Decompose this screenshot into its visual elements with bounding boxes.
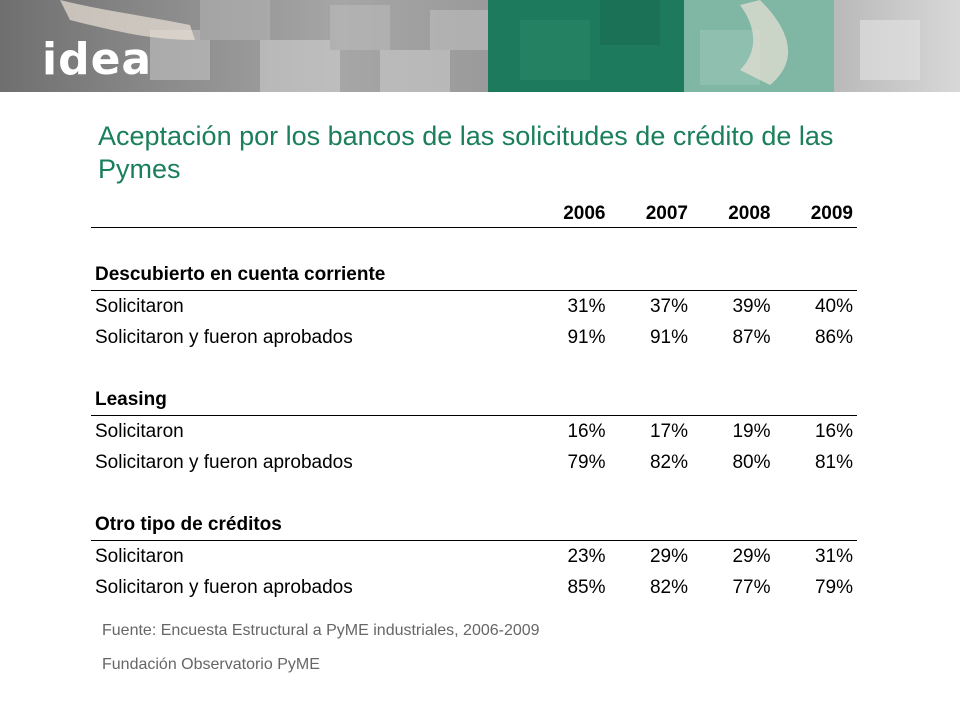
spacer-row bbox=[91, 228, 857, 260]
value-cell: 86% bbox=[814, 326, 853, 348]
value-cell: 37% bbox=[649, 295, 688, 317]
header-label-cell bbox=[91, 200, 527, 228]
spacer-row bbox=[91, 353, 857, 384]
value-cell: 19% bbox=[732, 420, 771, 442]
value-cell: 80% bbox=[732, 451, 771, 473]
row-label: Solicitaron bbox=[95, 420, 184, 442]
spacer-row bbox=[91, 478, 857, 509]
value-cell: 82% bbox=[649, 451, 688, 473]
value-cell: 91% bbox=[649, 326, 688, 348]
value-cell: 91% bbox=[567, 326, 606, 348]
value-cell: 17% bbox=[649, 420, 688, 442]
year-header: 2009 bbox=[774, 200, 857, 228]
table-row: Solicitaron y fueron aprobados 91% 91% 8… bbox=[91, 322, 857, 353]
year-header: 2008 bbox=[691, 200, 775, 228]
value-cell: 29% bbox=[649, 545, 688, 567]
section-title: Descubierto en cuenta corriente bbox=[91, 259, 857, 291]
row-label: Solicitaron bbox=[95, 545, 184, 567]
row-label: Solicitaron y fueron aprobados bbox=[95, 576, 353, 598]
value-cell: 79% bbox=[814, 576, 853, 598]
row-label: Solicitaron y fueron aprobados bbox=[95, 326, 353, 348]
idea-logo: idea bbox=[42, 34, 153, 85]
value-cell: 31% bbox=[567, 295, 606, 317]
value-cell: 16% bbox=[814, 420, 853, 442]
banner-cubes-graphic bbox=[60, 0, 920, 92]
value-cell: 29% bbox=[732, 545, 771, 567]
row-label: Solicitaron y fueron aprobados bbox=[95, 451, 353, 473]
table-row: Solicitaron 23% 29% 29% 31% bbox=[91, 541, 857, 573]
year-header: 2007 bbox=[609, 200, 692, 228]
value-cell: 31% bbox=[814, 545, 853, 567]
value-cell: 81% bbox=[814, 451, 853, 473]
value-cell: 85% bbox=[567, 576, 606, 598]
section-title: Otro tipo de créditos bbox=[91, 509, 857, 541]
section-row: Descubierto en cuenta corriente bbox=[91, 259, 857, 291]
page-title: Aceptación por los bancos de las solicit… bbox=[98, 121, 834, 184]
value-cell: 39% bbox=[732, 295, 771, 317]
table-row: Solicitaron y fueron aprobados 85% 82% 7… bbox=[91, 572, 857, 603]
value-cell: 82% bbox=[649, 576, 688, 598]
section-row: Otro tipo de créditos bbox=[91, 509, 857, 541]
table-row: Solicitaron y fueron aprobados 79% 82% 8… bbox=[91, 447, 857, 478]
table-row: Solicitaron 16% 17% 19% 16% bbox=[91, 416, 857, 448]
value-cell: 40% bbox=[814, 295, 853, 317]
section-row: Leasing bbox=[91, 384, 857, 416]
value-cell: 16% bbox=[567, 420, 606, 442]
table-header-row: 2006 2007 2008 2009 bbox=[91, 200, 857, 228]
value-cell: 77% bbox=[732, 576, 771, 598]
table-row: Solicitaron 31% 37% 39% 40% bbox=[91, 291, 857, 323]
header-banner: idea bbox=[0, 0, 960, 92]
source-note: Fuente: Encuesta Estructural a PyME indu… bbox=[102, 622, 540, 639]
section-title: Leasing bbox=[91, 384, 857, 416]
row-label: Solicitaron bbox=[95, 295, 184, 317]
value-cell: 23% bbox=[567, 545, 606, 567]
value-cell: 87% bbox=[732, 326, 771, 348]
year-header: 2006 bbox=[526, 200, 610, 228]
organization-note: Fundación Observatorio PyME bbox=[102, 656, 320, 673]
credit-acceptance-table: 2006 2007 2008 2009 Descubierto en cuent… bbox=[91, 200, 857, 603]
value-cell: 79% bbox=[567, 451, 606, 473]
